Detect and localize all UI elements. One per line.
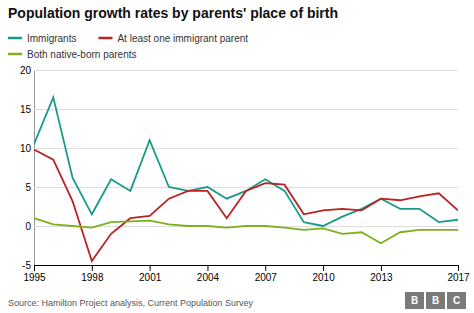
legend-label: At least one immigrant parent: [117, 33, 248, 44]
y-tick-label: 10: [20, 143, 32, 154]
logo-box: [405, 292, 424, 309]
x-axis-line: [35, 265, 459, 266]
x-tick: 2007: [255, 265, 278, 283]
source: Source: Hamilton Project analysis, Curre…: [8, 298, 254, 308]
x-tick: 2004: [197, 265, 220, 283]
plot: -5 0 5 10 15 20 1995 1998 2001 2004 2007 2010 2013 20…: [20, 65, 470, 283]
x-tick: 2010: [312, 265, 335, 283]
tick-mark: [34, 265, 35, 271]
y-axis-line: [34, 71, 35, 266]
logo-letter: B: [411, 295, 418, 306]
logo-box: [426, 292, 445, 309]
x-tick-label: 1995: [23, 272, 46, 283]
series-lines: [34, 97, 458, 261]
series-line: [34, 218, 458, 243]
x-tick: 1998: [81, 265, 104, 283]
tick-mark: [458, 265, 459, 271]
x-tick: 2013: [370, 265, 393, 283]
grid-line: [34, 187, 458, 188]
grid-line: [34, 109, 458, 110]
grid-line: [34, 265, 458, 266]
grid-line: [34, 148, 458, 149]
logo: BBC: [405, 292, 466, 309]
legend-swatch: [98, 37, 112, 40]
grid-line: [34, 70, 458, 71]
y-tick-label: 20: [20, 65, 32, 76]
x-axis: 1995 1998 2001 2004 2007 2010 2013 2017: [23, 265, 470, 283]
x-tick-label: 2007: [255, 272, 278, 283]
tick-mark: [92, 265, 93, 271]
series-line: [34, 97, 458, 226]
x-tick: 2017: [447, 265, 470, 283]
chart: Population growth rates by parents' plac…: [0, 0, 474, 313]
tick-mark: [381, 265, 382, 271]
tick-mark: [265, 265, 266, 271]
x-tick-label: 2001: [139, 272, 162, 283]
x-tick-label: 1998: [81, 272, 104, 283]
x-tick-label: 2010: [312, 272, 335, 283]
y-tick: 15: [20, 104, 458, 115]
x-tick: 1995: [23, 265, 46, 283]
legend-swatch: [8, 37, 22, 40]
title: Population growth rates by parents' plac…: [8, 5, 338, 21]
legend-label: Both native-born parents: [27, 49, 137, 60]
y-tick-label: -5: [22, 260, 31, 271]
series-line: [34, 150, 458, 262]
tick-mark: [150, 265, 151, 271]
logo-box: [447, 292, 466, 309]
y-tick-label: 0: [25, 221, 31, 232]
logo-letter: C: [453, 295, 460, 306]
y-tick: 10: [20, 143, 458, 154]
legend: Immigrants At least one immigrant parent B…: [8, 33, 248, 60]
legend-label: Immigrants: [27, 33, 76, 44]
x-tick-label: 2013: [370, 272, 393, 283]
x-tick-label: 2017: [447, 272, 470, 283]
tick-mark: [207, 265, 208, 271]
y-axis: -5 0 5 10 15 20: [20, 65, 458, 271]
x-tick: 2001: [139, 265, 162, 283]
logo-letter: B: [432, 295, 439, 306]
y-tick-label: 5: [25, 182, 31, 193]
legend-item: Both native-born parents: [8, 49, 137, 60]
legend-item: Immigrants: [8, 33, 76, 44]
tick-mark: [323, 265, 324, 271]
legend-item: At least one immigrant parent: [98, 33, 248, 44]
y-tick-label: 15: [20, 104, 32, 115]
legend-swatch: [8, 53, 22, 56]
y-tick: -5: [22, 260, 458, 271]
x-tick-label: 2004: [197, 272, 220, 283]
y-tick: 20: [20, 65, 458, 76]
y-tick: 5: [25, 182, 458, 193]
